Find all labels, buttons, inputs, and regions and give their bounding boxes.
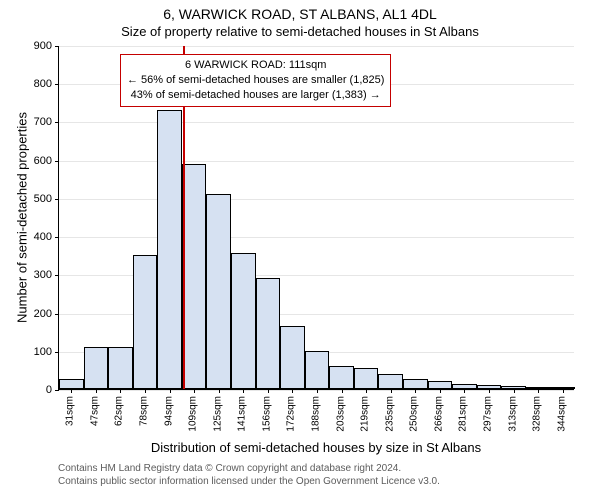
y-tick-label: 300 [22,269,52,281]
gridline-h [59,46,574,47]
y-tick-label: 700 [22,116,52,128]
y-tick-label: 200 [22,308,52,320]
histogram-bar [133,255,158,389]
x-tick-label: 172sqm [286,396,297,432]
x-tick-label: 281sqm [458,396,469,432]
histogram-bar [182,164,207,390]
x-tick-label: 109sqm [188,396,199,432]
x-tick-label: 250sqm [409,396,420,432]
gridline-h [59,122,574,123]
y-tick-label: 0 [22,384,52,396]
y-tick-label: 800 [22,78,52,90]
annotation-box: 6 WARWICK ROAD: 111sqm ← 56% of semi-det… [120,54,391,107]
histogram-bar [157,110,182,389]
x-tick-label: 235sqm [384,396,395,432]
x-tick-label: 266sqm [433,396,444,432]
x-tick-label: 141sqm [237,396,248,432]
x-tick-label: 203sqm [335,396,346,432]
x-tick-label: 125sqm [212,396,223,432]
annotation-line: ← 56% of semi-detached houses are smalle… [127,73,384,88]
histogram-bar [329,366,354,389]
chart-container: 6, WARWICK ROAD, ST ALBANS, AL1 4DL Size… [0,0,600,500]
footer-line: Contains HM Land Registry data © Crown c… [58,462,440,475]
x-tick-label: 313sqm [507,396,518,432]
annotation-line: 6 WARWICK ROAD: 111sqm [127,58,384,73]
histogram-bar [231,253,256,389]
gridline-h [59,161,574,162]
chart-subtitle: Size of property relative to semi-detach… [0,22,600,39]
x-tick-label: 328sqm [532,396,543,432]
footer-attribution: Contains HM Land Registry data © Crown c… [58,462,440,488]
y-tick-label: 900 [22,40,52,52]
gridline-h [59,199,574,200]
x-tick-label: 188sqm [311,396,322,432]
gridline-h [59,237,574,238]
y-tick-label: 400 [22,231,52,243]
x-tick-label: 219sqm [360,396,371,432]
x-tick-label: 31sqm [65,396,76,426]
annotation-line: 43% of semi-detached houses are larger (… [127,88,384,103]
x-tick-label: 47sqm [89,396,100,426]
histogram-bar [403,379,428,389]
y-tick-label: 100 [22,346,52,358]
histogram-bar [206,194,231,389]
x-tick-label: 78sqm [139,396,150,426]
histogram-bar [428,381,453,389]
y-tick-label: 600 [22,155,52,167]
x-tick-label: 344sqm [556,396,567,432]
y-axis-label: Number of semi-detached properties [15,108,30,328]
x-tick-label: 297sqm [483,396,494,432]
histogram-bar [378,374,403,389]
histogram-bar [59,379,84,389]
histogram-bar [280,326,305,389]
x-tick-label: 94sqm [163,396,174,426]
footer-line: Contains public sector information licen… [58,475,440,488]
x-axis-label: Distribution of semi-detached houses by … [58,440,574,455]
histogram-bar [108,347,133,389]
histogram-bar [305,351,330,389]
histogram-bar [256,278,281,389]
histogram-bar [84,347,109,389]
y-tick-label: 500 [22,193,52,205]
histogram-bar [354,368,379,389]
x-tick-label: 62sqm [114,396,125,426]
x-tick-label: 156sqm [261,396,272,432]
chart-title: 6, WARWICK ROAD, ST ALBANS, AL1 4DL [0,0,600,22]
